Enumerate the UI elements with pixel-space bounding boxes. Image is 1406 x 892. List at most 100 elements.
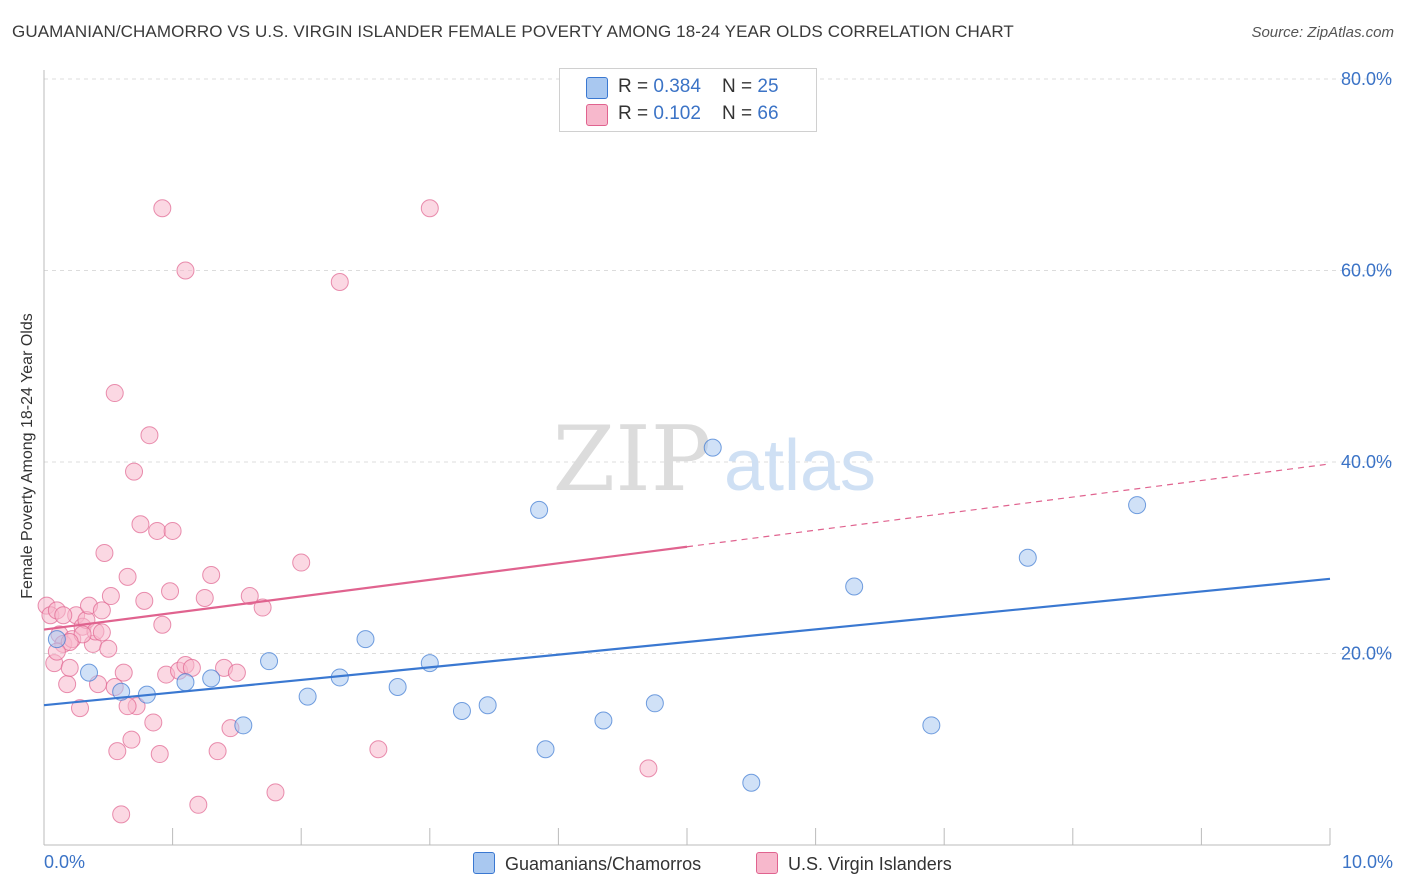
data-point — [95, 543, 114, 562]
data-point — [369, 740, 388, 759]
data-point — [922, 716, 941, 735]
n-value: 66 — [757, 103, 779, 124]
data-point — [189, 795, 208, 814]
data-point — [452, 701, 471, 720]
chart-title: GUAMANIAN/CHAMORRO VS U.S. VIRGIN ISLAND… — [12, 22, 1014, 41]
data-point — [71, 699, 90, 718]
data-point — [420, 199, 439, 218]
data-point — [101, 587, 120, 606]
data-point — [1018, 548, 1037, 567]
data-point — [388, 678, 407, 697]
data-point — [92, 623, 111, 642]
data-point — [153, 615, 172, 634]
data-point — [253, 598, 272, 617]
data-point — [208, 742, 227, 761]
data-point — [105, 384, 124, 403]
legend-swatch-blue — [473, 852, 495, 874]
data-point — [118, 567, 137, 586]
r-value: 0.384 — [653, 76, 701, 97]
data-point — [202, 669, 221, 688]
data-point — [99, 639, 118, 658]
data-point — [330, 272, 349, 291]
y-tick-label: 20.0% — [1341, 644, 1392, 664]
data-point — [108, 742, 127, 761]
data-point — [144, 713, 163, 732]
gridlines — [44, 78, 1392, 654]
data-point — [153, 199, 172, 218]
data-point — [92, 601, 111, 620]
data-point — [125, 462, 144, 481]
legend-swatch-blue — [586, 77, 608, 99]
trend-line-guamanians — [43, 577, 1331, 707]
data-point — [176, 673, 195, 692]
y-tick-label: 40.0% — [1341, 452, 1392, 472]
data-point — [227, 663, 246, 682]
data-point — [58, 675, 77, 694]
data-point — [47, 630, 66, 649]
legend-item-guamanians: Guamanians/Chamorros — [473, 852, 701, 875]
data-point — [195, 588, 214, 607]
data-point — [176, 261, 195, 280]
y-tick-label: 80.0% — [1341, 69, 1392, 89]
r-label: R = — [618, 103, 654, 124]
r-value: 0.102 — [653, 103, 701, 124]
trend-line-virgin-islanders — [43, 545, 688, 631]
data-point — [234, 716, 253, 735]
x-tick-min: 0.0% — [44, 852, 86, 872]
r-label: R = — [618, 76, 654, 97]
watermark-zip: ZIP — [553, 407, 712, 512]
data-point — [122, 730, 141, 749]
legend-stats-guamanians: R = 0.384 N = 25 — [618, 76, 779, 98]
axes — [43, 70, 1331, 846]
data-point — [639, 759, 658, 778]
data-point — [742, 773, 761, 792]
data-point — [150, 745, 169, 764]
data-point — [163, 521, 182, 540]
trend-line-virgin-islanders-extension — [686, 463, 1331, 548]
data-point — [845, 577, 864, 596]
data-point — [260, 652, 279, 671]
legend-swatch-pink — [586, 104, 608, 126]
data-point — [80, 663, 99, 682]
data-point — [112, 682, 131, 701]
series-guamanians-chamorros — [47, 438, 1147, 792]
source-label: Source: ZipAtlas.com — [1251, 24, 1394, 41]
series-us-virgin-islanders — [37, 199, 658, 824]
data-point — [54, 606, 73, 625]
legend-swatch-pink — [756, 852, 778, 874]
legend-item-virgin-islanders: U.S. Virgin Islanders — [756, 852, 952, 875]
data-point — [131, 515, 150, 534]
legend-label-virgin-islanders: U.S. Virgin Islanders — [788, 854, 952, 874]
y-tick-labels: 20.0% 40.0% 60.0% 80.0% — [1341, 69, 1392, 664]
data-point — [1128, 496, 1147, 515]
data-point — [645, 694, 664, 713]
data-point — [266, 783, 285, 802]
watermark: ZIP atlas — [553, 407, 876, 512]
data-point — [703, 438, 722, 457]
n-label: N = — [722, 76, 758, 97]
x-tick-max: 10.0% — [1341, 852, 1393, 872]
data-point — [60, 658, 79, 677]
data-point — [298, 687, 317, 706]
data-point — [356, 630, 375, 649]
data-point — [478, 696, 497, 715]
data-point — [161, 582, 180, 601]
data-point — [292, 553, 311, 572]
data-point — [530, 500, 549, 519]
n-label: N = — [722, 103, 758, 124]
data-point — [135, 591, 154, 610]
data-point — [148, 521, 167, 540]
data-point — [114, 663, 133, 682]
data-point — [140, 426, 159, 445]
data-point — [240, 587, 259, 606]
legend-label-guamanians: Guamanians/Chamorros — [505, 854, 702, 874]
data-point — [420, 654, 439, 673]
trend-lines — [43, 463, 1331, 707]
y-tick-label: 60.0% — [1341, 261, 1392, 281]
watermark-atlas: atlas — [724, 426, 876, 506]
data-point — [202, 565, 221, 584]
data-point — [536, 740, 555, 759]
legend-stats-virgin-islanders: R = 0.102 N = 66 — [618, 103, 779, 125]
data-point — [112, 805, 131, 824]
